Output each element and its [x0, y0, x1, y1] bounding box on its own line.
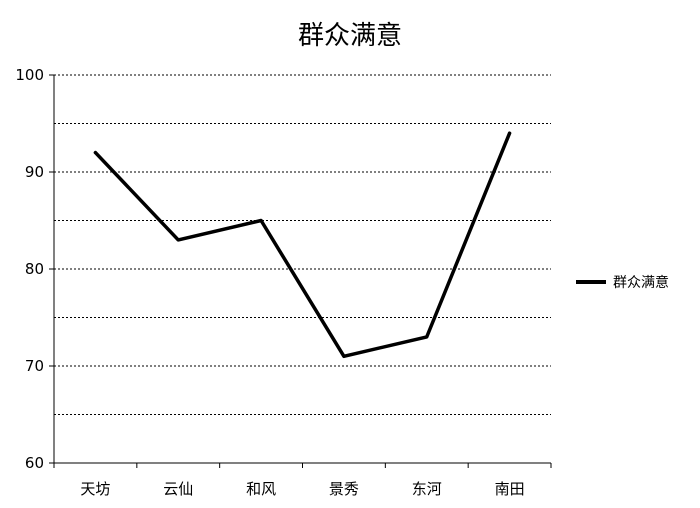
- y-tick-label: 90: [25, 163, 44, 181]
- x-tick-label: 和风: [246, 480, 276, 498]
- x-tick-label: 南田: [495, 480, 525, 498]
- series-line: [93, 131, 512, 359]
- data-point: [176, 238, 180, 242]
- data-point: [93, 151, 97, 155]
- y-tick-label: 60: [25, 454, 44, 472]
- data-point: [342, 354, 346, 358]
- y-tick-labels: 60 70 80 90 100: [15, 66, 44, 472]
- y-tick-label: 70: [25, 357, 44, 375]
- grid: [54, 74, 551, 415]
- x-tick-label: 东河: [412, 480, 442, 498]
- chart-title: 群众满意: [298, 21, 402, 51]
- axes: [49, 74, 552, 468]
- legend: 群众满意: [576, 274, 669, 291]
- x-tick-labels: 天坊 云仙 和风 景秀 东河 南田: [80, 480, 524, 498]
- legend-label: 群众满意: [613, 274, 669, 291]
- data-point: [425, 335, 429, 339]
- data-point: [259, 219, 263, 222]
- x-tick-label: 天坊: [80, 480, 110, 498]
- y-tick-label: 100: [15, 66, 44, 84]
- series: [93, 131, 512, 359]
- x-tick-label: 景秀: [329, 480, 359, 498]
- data-point: [508, 131, 512, 135]
- x-tick-label: 云仙: [163, 480, 193, 498]
- y-tick-label: 80: [25, 260, 44, 278]
